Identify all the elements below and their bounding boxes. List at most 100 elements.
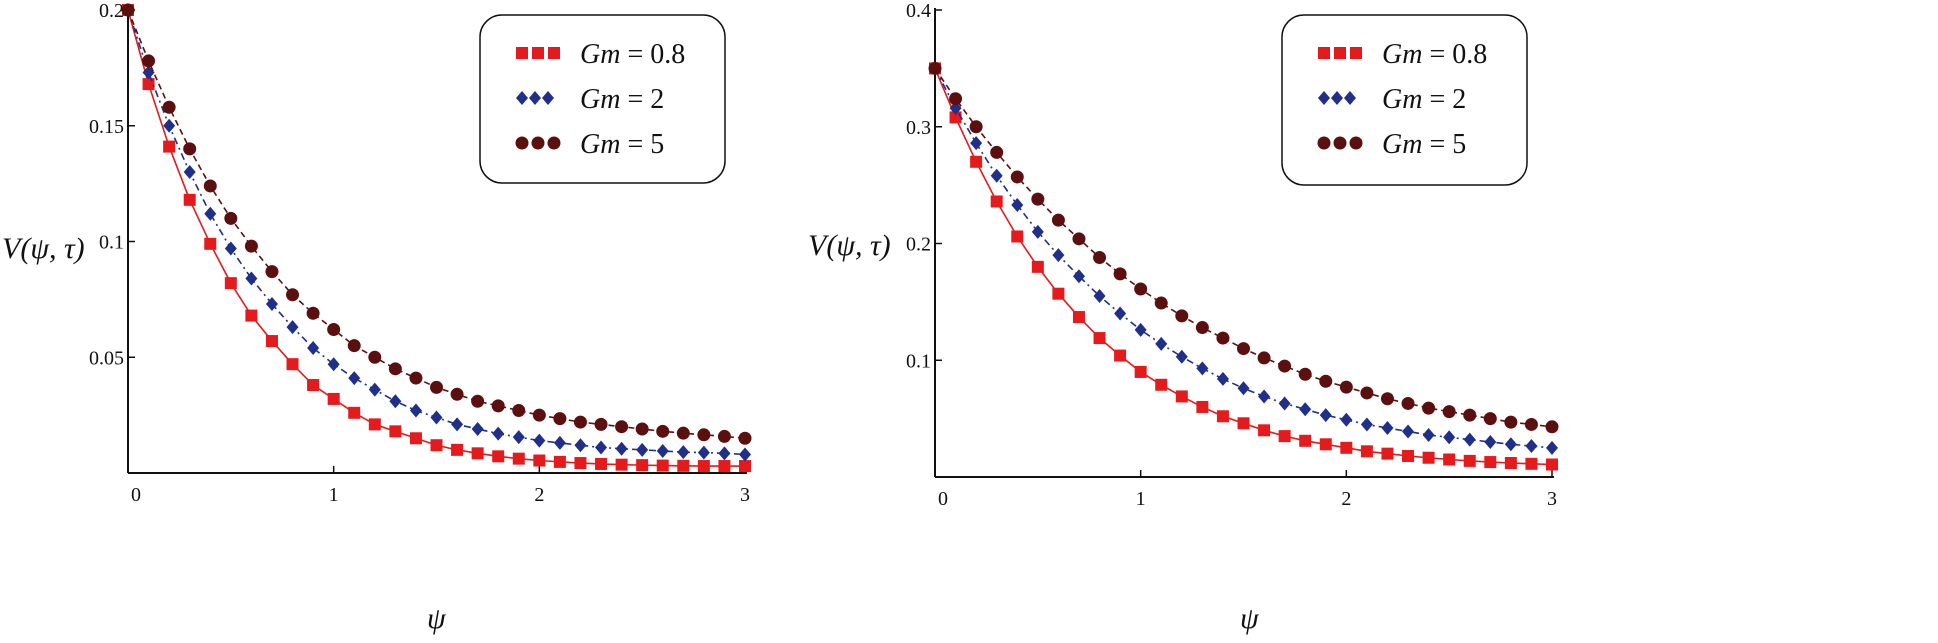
data-point xyxy=(1546,458,1558,471)
legend: Gm = 0.8Gm = 2Gm = 5 xyxy=(1281,14,1528,186)
data-point xyxy=(162,100,176,114)
x-tick-label: 1 xyxy=(329,484,339,506)
data-point xyxy=(183,142,197,156)
legend-value: = 5 xyxy=(620,129,664,160)
data-point xyxy=(1052,248,1065,263)
data-point xyxy=(142,78,155,91)
legend-marker xyxy=(516,47,528,59)
legend-value: = 2 xyxy=(1422,84,1466,115)
legend-marker xyxy=(1334,47,1346,59)
legend-label: Gm = 5 xyxy=(580,129,664,160)
legend-item: Gm = 2 xyxy=(1318,84,1466,115)
legend-label: Gm = 0.8 xyxy=(580,39,685,70)
data-point xyxy=(224,277,237,290)
legend: Gm = 0.8Gm = 2Gm = 5 xyxy=(479,14,726,184)
data-point xyxy=(451,417,464,432)
legend-marker xyxy=(1317,136,1331,150)
legend-marker xyxy=(1318,91,1330,105)
data-point xyxy=(286,288,300,302)
data-point xyxy=(265,335,278,348)
legend-var: Gm xyxy=(580,39,620,70)
x-tick-label: 3 xyxy=(740,484,750,506)
legend-item: Gm = 5 xyxy=(1317,129,1466,160)
y-axis-label: V(ψ, τ) xyxy=(2,232,85,265)
data-point xyxy=(471,394,485,408)
data-point xyxy=(244,239,258,253)
legend-marker xyxy=(515,136,529,150)
data-point xyxy=(1114,349,1127,362)
legend-marker xyxy=(542,91,554,105)
data-point xyxy=(265,297,278,312)
data-point xyxy=(533,433,546,448)
data-point xyxy=(512,403,526,417)
data-point xyxy=(492,450,505,463)
data-point xyxy=(327,357,340,372)
data-point xyxy=(1216,331,1230,345)
series-diamond xyxy=(122,3,751,462)
data-point xyxy=(1402,424,1415,439)
legend-marker xyxy=(547,136,561,150)
data-point xyxy=(656,424,670,438)
data-point xyxy=(949,92,963,106)
legend-item: Gm = 5 xyxy=(515,129,664,160)
series-circle xyxy=(121,3,752,445)
data-point xyxy=(1175,309,1189,323)
data-point xyxy=(970,155,983,168)
data-point xyxy=(1072,232,1086,246)
data-point xyxy=(1093,289,1106,304)
data-point xyxy=(204,237,217,250)
legend-marker xyxy=(1350,47,1362,59)
legend-var: Gm xyxy=(580,129,620,160)
data-point xyxy=(1134,322,1147,337)
data-point xyxy=(347,339,361,353)
data-point xyxy=(1011,197,1024,212)
data-point xyxy=(1504,415,1518,429)
legend-marker xyxy=(1333,136,1347,150)
data-point xyxy=(1546,440,1558,455)
data-point xyxy=(1484,456,1497,469)
data-point xyxy=(1360,417,1373,432)
data-point xyxy=(697,460,710,473)
data-point xyxy=(1196,400,1209,413)
data-point xyxy=(430,439,443,452)
data-point xyxy=(121,3,135,17)
data-point xyxy=(1442,405,1456,419)
legend-var: Gm xyxy=(1382,129,1422,160)
data-point xyxy=(970,136,983,151)
data-point xyxy=(1031,192,1045,206)
data-point xyxy=(1525,439,1538,454)
data-point xyxy=(1011,230,1024,243)
legend-value: = 2 xyxy=(620,84,664,115)
data-point xyxy=(306,306,320,320)
data-point xyxy=(1154,296,1168,310)
legend-marker xyxy=(1344,91,1356,105)
data-point xyxy=(1360,445,1373,458)
data-point xyxy=(471,422,484,437)
legend-marker xyxy=(529,91,541,105)
data-point xyxy=(491,399,505,413)
data-point xyxy=(636,442,649,457)
data-point xyxy=(1258,424,1271,437)
data-point xyxy=(1072,269,1085,284)
data-point xyxy=(1360,386,1374,400)
data-point xyxy=(1298,367,1312,381)
data-point xyxy=(368,350,382,364)
data-point xyxy=(615,441,628,456)
data-point xyxy=(1175,349,1188,364)
data-point xyxy=(1463,432,1476,447)
data-point xyxy=(1401,396,1415,410)
data-point xyxy=(1319,438,1332,451)
data-point xyxy=(1134,282,1148,296)
data-point xyxy=(1257,351,1271,365)
data-point xyxy=(1443,453,1456,466)
data-point xyxy=(656,459,669,472)
x-axis-label: ψ xyxy=(427,602,447,635)
data-point xyxy=(1237,381,1250,396)
data-point xyxy=(1381,447,1394,460)
data-point xyxy=(739,447,751,462)
data-point xyxy=(717,429,731,443)
data-point xyxy=(1524,417,1538,431)
x-tick-label: 0 xyxy=(131,484,141,506)
x-tick-label: 2 xyxy=(1341,488,1351,510)
